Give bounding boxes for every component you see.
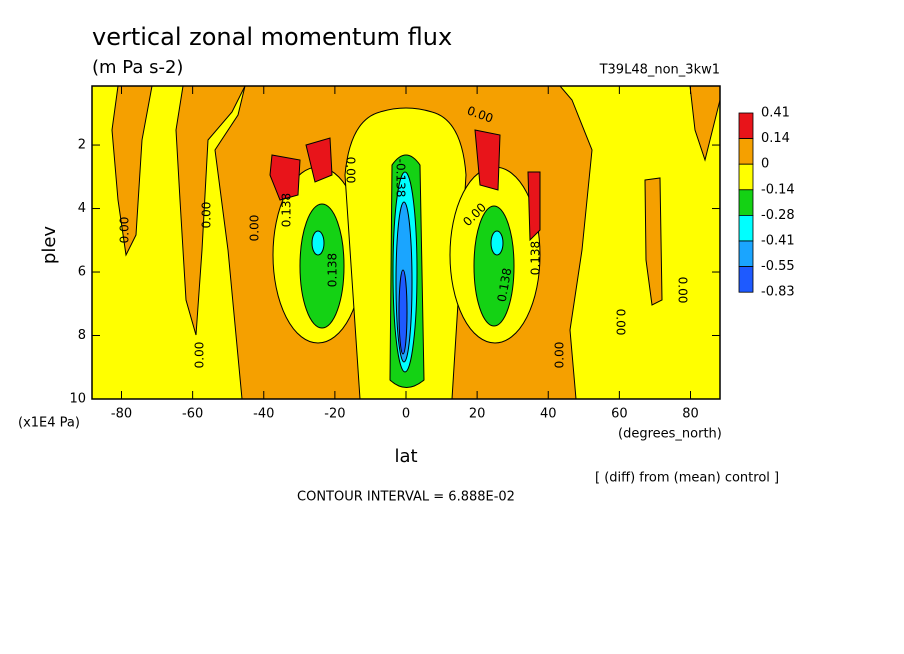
colorbar-box xyxy=(738,189,754,216)
contour-region xyxy=(311,230,325,256)
contour-region xyxy=(644,177,663,306)
y-tick-label: 2 xyxy=(78,138,86,153)
y-tick-label: 6 xyxy=(78,265,86,280)
contour-region xyxy=(474,129,501,191)
colorbar-box xyxy=(738,266,754,293)
colorbar-label: -0.55 xyxy=(761,259,795,274)
x-tick-label: 60 xyxy=(611,407,628,422)
x-tick-label: -40 xyxy=(253,407,274,422)
contour-label: 0.00 xyxy=(200,202,214,229)
dataset-label: T39L48_non_3kw1 xyxy=(599,63,720,78)
colorbar-box xyxy=(738,138,754,165)
contour-label: 0.00 xyxy=(676,277,690,304)
x-tick-label: 20 xyxy=(469,407,486,422)
x-tick-label: 0 xyxy=(402,407,410,422)
contour-label: 0.138 xyxy=(280,193,294,227)
contour-region xyxy=(305,137,333,183)
contour-label: 0.138 xyxy=(529,241,543,275)
y-axis-label: plev xyxy=(39,226,60,265)
contour-region xyxy=(490,230,504,256)
contour-label: 0.00 xyxy=(553,342,567,369)
colorbar-label: -0.83 xyxy=(761,285,795,300)
chart-subtitle: (m Pa s-2) xyxy=(92,57,183,78)
x-units: (degrees_north) xyxy=(618,427,722,442)
contour-label: 0.00 xyxy=(614,309,628,336)
contour-region xyxy=(398,269,408,355)
x-tick-label: 40 xyxy=(540,407,557,422)
contour-region xyxy=(473,205,515,327)
colorbar-box xyxy=(738,112,754,140)
contour-label: 0.00 xyxy=(193,342,207,369)
x-tick-label: -80 xyxy=(111,407,132,422)
contour-region xyxy=(111,85,153,257)
contour-region xyxy=(299,203,345,329)
contour-label: 0.138 xyxy=(495,267,515,303)
x-tick-label: -60 xyxy=(182,407,203,422)
colorbar-box xyxy=(738,214,754,242)
y-units: (x1E4 Pa) xyxy=(18,416,80,431)
contour-label: -0.138 xyxy=(394,159,408,198)
y-tick-label: 8 xyxy=(78,328,86,343)
colorbar-label: -0.28 xyxy=(761,208,795,223)
colorbar-box xyxy=(738,240,754,268)
contour-region xyxy=(527,171,541,242)
colorbar-box xyxy=(738,163,754,191)
colorbar-label: 0.14 xyxy=(761,131,790,146)
contour-interval: CONTOUR INTERVAL = 6.888E-02 xyxy=(297,490,515,505)
x-tick-label: 80 xyxy=(682,407,699,422)
y-tick-label: 10 xyxy=(69,392,86,407)
colorbar-label: 0.41 xyxy=(761,106,790,121)
contour-label: 0.00 xyxy=(248,215,262,242)
note: [ (diff) from (mean) control ] xyxy=(595,471,779,486)
contour-label: 0.138 xyxy=(326,253,340,287)
x-axis-label: lat xyxy=(394,446,417,467)
y-tick-label: 4 xyxy=(78,201,86,216)
contour-label: 0.00 xyxy=(344,157,358,184)
contour-region xyxy=(269,154,301,201)
colorbar-label: -0.41 xyxy=(761,234,795,249)
contour-label: 0.00 xyxy=(118,217,132,244)
colorbar-label: -0.14 xyxy=(761,182,795,197)
chart-title: vertical zonal momentum flux xyxy=(92,23,452,51)
x-tick-label: -20 xyxy=(324,407,345,422)
contour-region xyxy=(175,85,246,336)
colorbar-label: 0 xyxy=(761,157,769,172)
